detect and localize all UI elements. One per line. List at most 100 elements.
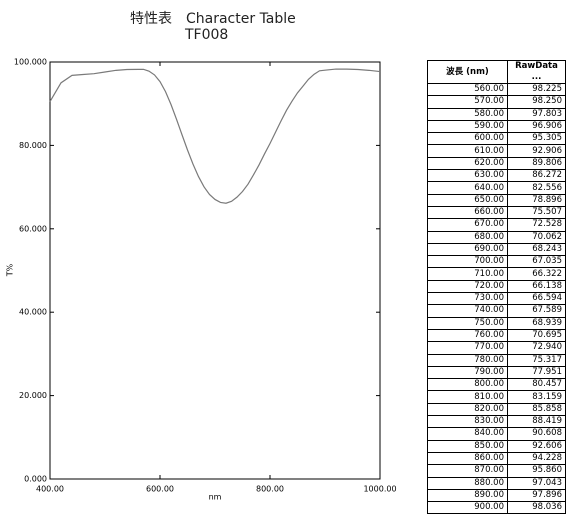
x-tick-label: 400.00 [36, 485, 64, 494]
table-cell: 850.00 [427, 439, 508, 453]
table-row: 730.00 66.594 [427, 292, 566, 306]
table-cell: 98.225 [507, 82, 566, 97]
table-row: 890.00 97.896 [427, 488, 566, 503]
table-row: 740.00 67.589 [427, 304, 566, 318]
header-row: 波長 (nm) RawData ... [427, 60, 566, 84]
table-cell: 75.317 [507, 353, 566, 367]
table-cell: 92.906 [507, 144, 566, 158]
table-cell: 68.243 [507, 242, 566, 257]
chart: nm T% 0.000 20.000 40.000 60.000 80.000 100.0… [6, 58, 397, 502]
table-cell: 77.951 [507, 365, 566, 380]
y-tick-label: 80.000 [19, 141, 47, 150]
table-cell: 810.00 [427, 390, 508, 404]
table-cell: 770.00 [427, 341, 508, 355]
table-cell: 730.00 [427, 292, 508, 306]
table-cell: 66.138 [507, 279, 566, 294]
table-cell: 66.594 [507, 292, 566, 306]
table-cell: 620.00 [427, 156, 508, 171]
table-cell: 96.906 [507, 119, 566, 134]
table-row: 650.00 78.896 [427, 193, 566, 207]
table-cell: 690.00 [427, 242, 508, 257]
table-cell: 94.228 [507, 451, 566, 466]
table-row: 770.00 72.940 [427, 341, 566, 355]
title: 特性表 Character Table [130, 11, 296, 27]
y-axis-label: T% [6, 263, 15, 277]
table-cell: 97.043 [507, 476, 566, 490]
table-cell: 840.00 [427, 427, 508, 441]
table-cell: 92.606 [507, 439, 566, 453]
table-cell: 630.00 [427, 169, 508, 183]
table-row: 820.00 85.858 [427, 402, 566, 417]
table-cell: 710.00 [427, 267, 508, 281]
table-row: 830.00 88.419 [427, 415, 566, 429]
table-row: 840.00 90.608 [427, 427, 566, 441]
table-cell: 66.322 [507, 267, 566, 281]
table-cell: 80.457 [507, 378, 566, 392]
table-cell: 720.00 [427, 279, 508, 294]
table-cell: 880.00 [427, 476, 508, 490]
table-cell: 86.272 [507, 169, 566, 183]
table-row: 630.00 86.272 [427, 169, 566, 183]
table-row: 660.00 75.507 [427, 205, 566, 220]
table-row: 880.00 97.043 [427, 476, 566, 490]
table-cell: 800.00 [427, 378, 508, 392]
table-row: 720.00 66.138 [427, 279, 566, 294]
table-row: 680.00 70.062 [427, 230, 566, 244]
table-cell: 88.419 [507, 415, 566, 429]
table-cell: 870.00 [427, 464, 508, 478]
table-row: 790.00 77.951 [427, 365, 566, 380]
plot-frame [49, 61, 381, 480]
table-cell: 70.695 [507, 328, 566, 343]
subtitle: TF008 [185, 27, 229, 43]
table-row: 670.00 72.528 [427, 218, 566, 232]
table-cell: 650.00 [427, 193, 508, 207]
table-cell: 670.00 [427, 218, 508, 232]
table-cell: 95.860 [507, 464, 566, 478]
table-cell: 860.00 [427, 451, 508, 466]
table-cell: 740.00 [427, 304, 508, 318]
table-cell: 610.00 [427, 144, 508, 158]
table-cell: 97.803 [507, 107, 566, 121]
x-tick-label: 800.00 [256, 485, 284, 494]
table-cell: 97.896 [507, 488, 566, 503]
table-row: 640.00 82.556 [427, 181, 566, 195]
table-cell: 95.305 [507, 132, 566, 146]
table-cell: 75.507 [507, 205, 566, 220]
y-tick-label: 40.000 [19, 308, 47, 317]
y-tick-label: 20.000 [19, 391, 47, 400]
table-cell: 83.159 [507, 390, 566, 404]
y-tick-label: 100.000 [14, 58, 47, 67]
table-cell: 700.00 [427, 255, 508, 269]
table-cell: 680.00 [427, 230, 508, 244]
table-cell: 560.00 [427, 82, 508, 97]
table-cell: 90.608 [507, 427, 566, 441]
table-cell: 570.00 [427, 95, 508, 109]
table-row: 900.00 98.036 [427, 501, 566, 514]
table-cell: 760.00 [427, 328, 508, 343]
table-row: 580.00 97.803 [427, 107, 566, 121]
table-row: 850.00 92.606 [427, 439, 566, 453]
y-tick-label: 60.000 [19, 224, 47, 233]
table-row: 760.00 70.695 [427, 328, 566, 343]
table-row: 870.00 95.860 [427, 464, 566, 478]
table-cell: 67.035 [507, 255, 566, 269]
table-row: 560.00 98.225 [427, 82, 566, 97]
column-header: 波長 (nm) [427, 60, 508, 84]
table-cell: 790.00 [427, 365, 508, 380]
table-row: 600.00 95.305 [427, 132, 566, 146]
table-cell: 660.00 [427, 205, 508, 220]
table-row: 750.00 68.939 [427, 316, 566, 330]
table-cell: 580.00 [427, 107, 508, 121]
data-line [49, 68, 381, 204]
y-tick-label: 0.000 [24, 475, 47, 484]
table-cell: 900.00 [427, 501, 508, 514]
table-row: 780.00 75.317 [427, 353, 566, 367]
table-row: 700.00 67.035 [427, 255, 566, 269]
table-cell: 98.036 [507, 501, 566, 514]
table-cell: 640.00 [427, 181, 508, 195]
table-cell: 78.896 [507, 193, 566, 207]
x-tick-label: 1000.00 [363, 485, 396, 494]
table-cell: 820.00 [427, 402, 508, 417]
table-cell: 67.589 [507, 304, 566, 318]
